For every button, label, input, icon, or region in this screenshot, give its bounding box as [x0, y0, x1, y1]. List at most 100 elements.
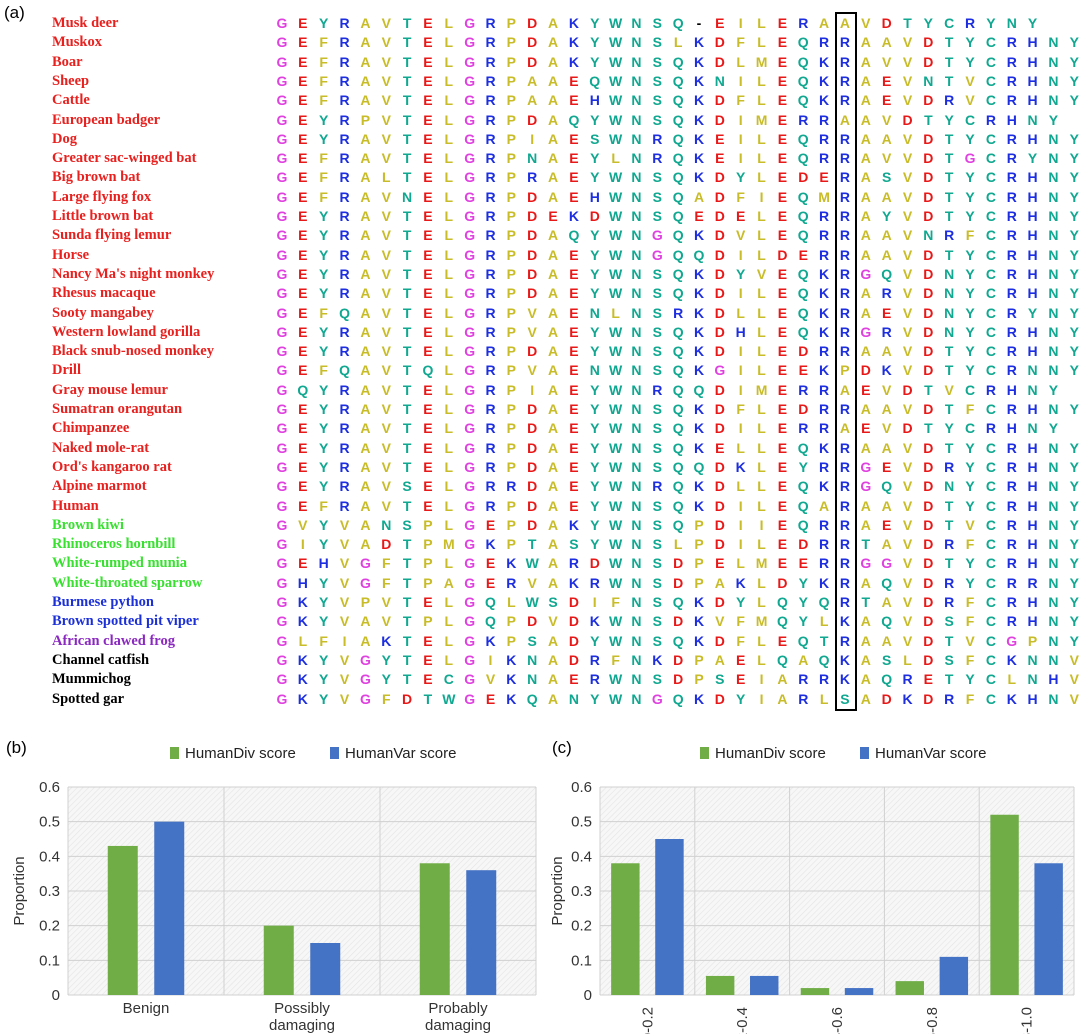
residue: Q	[881, 265, 893, 282]
residue: D	[923, 555, 934, 572]
residue: G	[276, 401, 288, 417]
residue: A	[819, 497, 830, 514]
residue: W	[608, 671, 623, 688]
residue: E	[777, 72, 788, 89]
residue: H	[1027, 323, 1038, 340]
residue: Y	[590, 265, 600, 282]
residue: L	[444, 478, 454, 495]
residue: D	[923, 343, 934, 360]
residue: V	[381, 458, 391, 475]
residue: E	[423, 401, 433, 417]
residue: L	[444, 265, 454, 282]
residue: V	[902, 53, 913, 70]
residue: I	[738, 285, 743, 302]
residue: A	[547, 53, 559, 70]
residue: E	[298, 478, 308, 495]
residue: G	[276, 420, 288, 437]
residue: H	[297, 574, 308, 591]
residue: R	[485, 188, 496, 205]
residue: N	[631, 208, 642, 224]
residue: T	[402, 111, 412, 128]
residue: D	[714, 265, 725, 282]
residue: V	[381, 15, 391, 31]
residue: R	[339, 497, 350, 514]
residue: A	[547, 690, 559, 707]
residue: D	[923, 130, 934, 147]
residue: L	[611, 150, 620, 167]
residue: L	[444, 130, 454, 147]
residue: V	[965, 92, 975, 109]
residue: R	[673, 304, 684, 321]
residue: E	[298, 439, 308, 456]
residue: C	[985, 227, 996, 244]
residue: T	[402, 555, 412, 572]
residue: N	[1048, 34, 1059, 51]
residue: N	[631, 632, 642, 649]
species-label: Rhinoceros hornbill	[52, 536, 176, 553]
residue: E	[423, 188, 433, 205]
residue: G	[276, 613, 288, 630]
residue: Y	[590, 458, 600, 475]
residue: E	[423, 130, 433, 147]
residue: K	[693, 53, 705, 70]
residue: P	[1027, 632, 1038, 649]
residue: W	[608, 536, 623, 553]
residue: Y	[319, 323, 329, 340]
residue: L	[444, 497, 454, 514]
residue: Y	[590, 285, 600, 302]
residue: R	[819, 516, 830, 533]
residue: V	[381, 72, 391, 89]
residue: D	[527, 439, 538, 456]
residue: N	[631, 285, 642, 302]
residue: W	[608, 458, 623, 475]
residue: R	[1027, 574, 1038, 591]
residue: D	[714, 285, 725, 302]
residue: Y	[590, 34, 600, 51]
residue: A	[777, 690, 788, 707]
residue: F	[381, 574, 391, 591]
residue: R	[1006, 34, 1017, 51]
residue: L	[444, 227, 454, 244]
residue: T	[924, 381, 933, 398]
residue: E	[569, 285, 579, 302]
residue: K	[693, 362, 705, 379]
residue: L	[298, 632, 308, 649]
residue: G	[276, 53, 288, 70]
residue: P	[360, 594, 371, 610]
residue: R	[339, 458, 350, 475]
residue: R	[339, 381, 350, 398]
residue: R	[589, 671, 600, 688]
residue: D	[714, 53, 725, 70]
residue: R	[839, 401, 850, 417]
residue: M	[442, 536, 455, 553]
residue: V	[902, 516, 913, 533]
residue: T	[402, 439, 412, 456]
residue: Y	[319, 343, 329, 360]
residue: Y	[965, 439, 975, 456]
residue: K	[819, 265, 830, 282]
residue: A	[360, 343, 371, 360]
residue: V	[527, 362, 537, 379]
residue: E	[569, 265, 579, 282]
residue: E	[298, 555, 308, 572]
residue: A	[860, 632, 871, 649]
residue: R	[339, 150, 350, 167]
residue: V	[881, 381, 892, 398]
residue: P	[506, 343, 517, 360]
residue: R	[819, 401, 830, 417]
residue: S	[402, 516, 412, 533]
residue: Y	[1069, 130, 1079, 147]
residue: Y	[798, 613, 808, 630]
residue: T	[402, 265, 412, 282]
residue: Y	[590, 111, 600, 128]
residue: H	[1027, 439, 1038, 456]
residue: A	[860, 111, 871, 128]
residue: V	[381, 362, 391, 379]
residue: D	[402, 690, 413, 707]
residue: R	[1006, 362, 1017, 379]
residue: E	[777, 285, 788, 302]
residue: D	[902, 420, 913, 437]
